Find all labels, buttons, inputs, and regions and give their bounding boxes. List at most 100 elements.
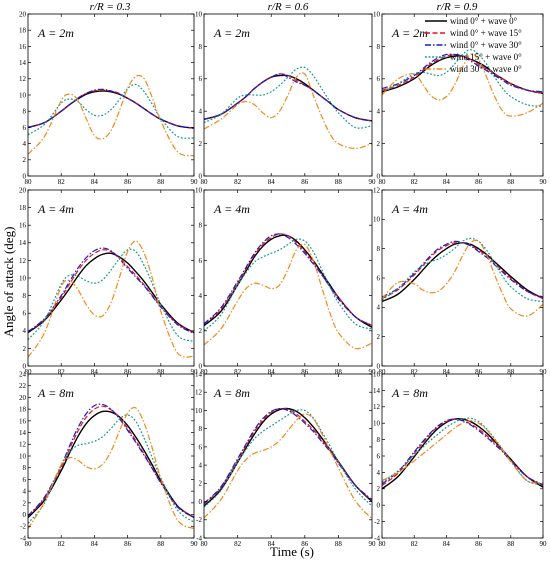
amplitude-annotation: A = 2m [37, 26, 74, 40]
amplitude-annotation: A = 2m [391, 26, 428, 40]
x-tick-label: 80 [379, 540, 387, 548]
y-tick-label: 20 [19, 394, 27, 402]
y-tick-label: 14 [373, 387, 381, 395]
x-tick-label: 84 [268, 540, 276, 548]
series-line-5 [382, 239, 543, 317]
y-tick-label: 20 [19, 10, 27, 18]
x-tick-label: 90 [540, 368, 548, 376]
x-tick-label: 88 [507, 368, 515, 376]
panel-r2-c2: 80 82 84 86 88 90 0 2 4 6 8 10 A = 4m [195, 186, 376, 376]
x-tick-label: 84 [91, 540, 99, 548]
series-line-4 [382, 49, 543, 107]
x-tick-label: 84 [443, 368, 451, 376]
series-line-3 [28, 247, 194, 334]
y-tick-label: 0 [377, 362, 381, 370]
x-tick-label: 84 [443, 178, 451, 186]
x-tick-label: 90 [369, 540, 377, 548]
amplitude-annotation: A = 8m [213, 386, 250, 400]
legend-label-2: wind 0° + wave 15° [450, 28, 522, 38]
series-line-2 [382, 241, 543, 300]
series-line-5 [382, 53, 543, 117]
x-tick-label: 88 [507, 540, 515, 548]
amplitude-annotation: A = 2m [213, 26, 250, 40]
y-tick-label: 6 [199, 443, 203, 451]
y-tick-label: 8 [199, 43, 203, 51]
y-tick-label: 6 [199, 257, 203, 265]
x-tick-label: 90 [369, 178, 377, 186]
y-tick-label: 2 [377, 485, 381, 493]
y-tick-label: 0 [199, 172, 203, 180]
series-line-5 [204, 72, 372, 150]
y-tick-label: 4 [199, 462, 203, 470]
x-tick-label: 88 [335, 540, 343, 548]
column-title-1: r/R = 0.3 [90, 1, 131, 13]
y-tick-label: -2 [196, 516, 202, 524]
x-tick-label: 80 [25, 368, 33, 376]
y-tick-label: 12 [195, 389, 203, 397]
series-line-2 [28, 249, 194, 334]
plot-frame [203, 373, 373, 539]
series-line-2 [382, 418, 543, 487]
y-tick-label: 14 [19, 429, 27, 437]
series-line-5 [204, 413, 372, 520]
x-tick-label: 90 [191, 540, 199, 548]
series-line-3 [382, 53, 543, 93]
y-tick-label: -4 [20, 534, 26, 542]
y-tick-label: 6 [377, 274, 381, 282]
series-line-3 [382, 418, 543, 486]
x-tick-label: 82 [58, 368, 66, 376]
plot-frame [203, 13, 373, 177]
x-tick-label: 88 [157, 178, 165, 186]
series-line-5 [28, 240, 194, 358]
y-tick-label: 0 [377, 172, 381, 180]
y-axis-label: Angle of attack (deg) [1, 227, 16, 338]
y-tick-label: -4 [196, 534, 202, 542]
y-tick-label: 12 [19, 441, 27, 449]
series-line-1 [382, 242, 543, 303]
y-tick-label: 12 [373, 186, 381, 194]
panel-r3-c2: 80 82 84 86 88 90 -4 -2 0 2 4 6 8 10 12 14 A = 8m [195, 370, 376, 548]
amplitude-annotation: A = 8m [37, 386, 74, 400]
x-tick-label: 82 [234, 368, 242, 376]
series-line-1 [204, 407, 372, 507]
y-tick-label: 6 [199, 75, 203, 83]
y-tick-label: 8 [199, 425, 203, 433]
y-tick-label: 2 [199, 480, 203, 488]
x-tick-label: 84 [268, 368, 276, 376]
x-tick-label: 86 [124, 540, 132, 548]
y-tick-label: 4 [377, 108, 381, 116]
x-tick-label: 86 [124, 368, 132, 376]
x-tick-label: 86 [475, 368, 483, 376]
x-tick-label: 86 [301, 178, 309, 186]
x-tick-label: 90 [191, 368, 199, 376]
y-tick-label: 12 [373, 403, 381, 411]
series-line-2 [204, 407, 372, 505]
x-tick-label: 90 [540, 540, 548, 548]
x-tick-label: 82 [411, 540, 419, 548]
series-line-4 [28, 248, 194, 342]
series-line-5 [28, 406, 194, 530]
column-title-3: r/R = 0.9 [437, 1, 478, 13]
series-line-1 [204, 234, 372, 328]
series-line-4 [28, 414, 194, 524]
x-tick-label: 84 [91, 368, 99, 376]
y-tick-label: 2 [23, 156, 27, 164]
column-title-2: r/R = 0.6 [268, 1, 309, 13]
series-line-2 [28, 405, 194, 518]
series-line-3 [204, 408, 372, 504]
y-tick-label: 2 [199, 327, 203, 335]
y-tick-label: 24 [19, 370, 27, 378]
legend-label-5: wind 30° + wave 0° [450, 64, 522, 74]
y-tick-label: 12 [19, 75, 27, 83]
legend: wind 0° + wave 0° wind 0° + wave 15° wind … [425, 16, 522, 74]
x-tick-label: 86 [475, 540, 483, 548]
y-tick-label: 14 [19, 59, 27, 67]
y-tick-label: 4 [199, 292, 203, 300]
x-tick-label: 82 [234, 178, 242, 186]
y-tick-label: 6 [377, 75, 381, 83]
x-tick-label: 80 [25, 178, 33, 186]
y-tick-label: -2 [20, 523, 26, 531]
